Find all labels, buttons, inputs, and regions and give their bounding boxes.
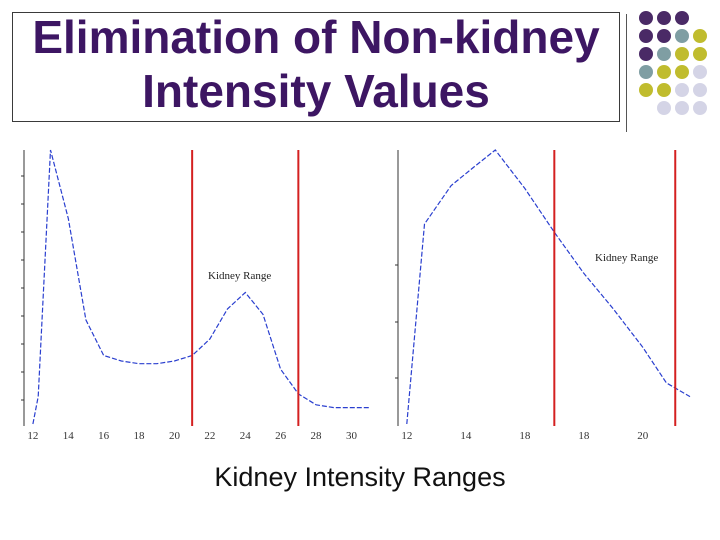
title-line-1: Elimination of Non-kidney <box>32 11 600 63</box>
decorative-dot-grid <box>639 11 707 115</box>
decor-dot <box>675 101 689 115</box>
decor-dot <box>639 83 653 97</box>
x-tick-label: 20 <box>169 430 181 442</box>
x-tick-label: 18 <box>519 430 531 442</box>
decor-dot <box>693 29 707 43</box>
decor-dot <box>693 65 707 79</box>
left-intensity-chart: Kidney Range 12 14 16 18 20 22 24 26 28 30 <box>21 149 370 442</box>
decor-dot <box>657 83 671 97</box>
intensity-curve <box>406 149 691 425</box>
slide-title: Elimination of Non-kidney Intensity Valu… <box>12 10 620 118</box>
kidney-range-label: Kidney Range <box>208 270 271 282</box>
kidney-range-label: Kidney Range <box>595 252 658 264</box>
decor-dot <box>693 47 707 61</box>
x-tick-label: 20 <box>637 430 649 442</box>
decor-dot <box>675 47 689 61</box>
decor-dot <box>657 11 671 25</box>
decor-dot <box>639 65 653 79</box>
decor-dot <box>675 29 689 43</box>
decor-dot <box>639 11 653 25</box>
decor-dot <box>657 29 671 43</box>
title-box <box>12 12 620 122</box>
decor-dot <box>675 11 689 25</box>
decor-dot <box>657 101 671 115</box>
x-tick-label: 12 <box>27 430 38 442</box>
x-tick-label: 26 <box>275 430 287 442</box>
slide-caption: Kidney Intensity Ranges <box>214 462 506 492</box>
decor-dot <box>657 47 671 61</box>
x-tick-label: 12 <box>401 430 412 442</box>
decor-dot <box>639 29 653 43</box>
x-tick-label: 16 <box>98 430 110 442</box>
title-line-2: Intensity Values <box>142 65 490 117</box>
x-tick-label: 24 <box>240 430 252 442</box>
decor-dot <box>693 101 707 115</box>
decor-dot <box>639 47 653 61</box>
decor-dot <box>675 65 689 79</box>
x-tick-label: 14 <box>460 430 472 442</box>
decor-dot <box>657 65 671 79</box>
x-tick-label: 14 <box>63 430 75 442</box>
x-tick-label: 18 <box>578 430 590 442</box>
x-tick-label: 18 <box>134 430 146 442</box>
x-tick-label: 28 <box>311 430 323 442</box>
decor-dot <box>693 83 707 97</box>
x-tick-label: 22 <box>204 430 215 442</box>
decor-dot <box>675 83 689 97</box>
x-tick-label: 30 <box>346 430 358 442</box>
decorative-divider <box>626 14 627 132</box>
right-intensity-chart: Kidney Range 12 14 18 18 20 <box>395 149 691 442</box>
